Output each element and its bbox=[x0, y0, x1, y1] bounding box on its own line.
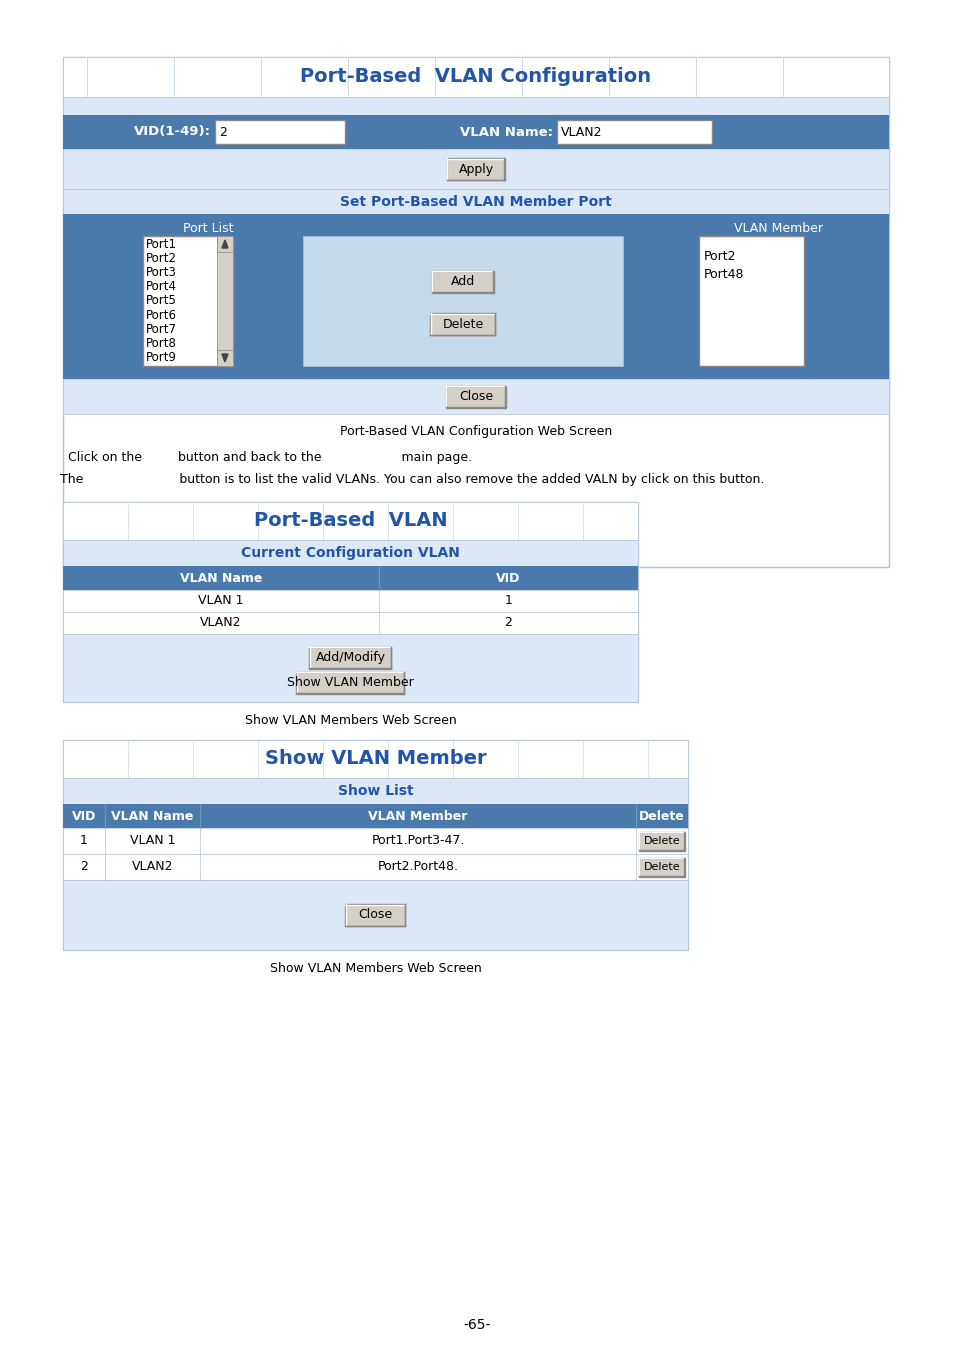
Bar bbox=[63, 612, 638, 634]
Text: Port6: Port6 bbox=[146, 309, 177, 321]
Bar bbox=[63, 740, 687, 950]
Bar bbox=[216, 236, 233, 252]
Bar bbox=[200, 805, 636, 828]
Text: Apply: Apply bbox=[458, 162, 493, 176]
Text: VLAN 1: VLAN 1 bbox=[198, 594, 244, 608]
Bar bbox=[447, 158, 504, 180]
Text: Port1.Port3-47.: Port1.Port3-47. bbox=[371, 834, 464, 848]
Text: Port-Based  VLAN Configuration: Port-Based VLAN Configuration bbox=[300, 68, 651, 86]
Text: Add/Modify: Add/Modify bbox=[315, 651, 385, 664]
Text: Delete: Delete bbox=[643, 863, 679, 872]
Text: VLAN 1: VLAN 1 bbox=[130, 834, 175, 848]
Bar bbox=[639, 832, 684, 850]
Bar bbox=[63, 855, 687, 880]
Text: Port3: Port3 bbox=[146, 266, 176, 279]
Text: 2: 2 bbox=[504, 617, 512, 629]
Text: Port2: Port2 bbox=[703, 250, 736, 262]
Text: VLAN2: VLAN2 bbox=[560, 126, 602, 139]
Bar bbox=[63, 778, 687, 805]
Text: VLAN Member: VLAN Member bbox=[734, 221, 822, 235]
Text: Delete: Delete bbox=[639, 810, 684, 822]
Text: Close: Close bbox=[358, 909, 392, 922]
Bar bbox=[296, 672, 404, 694]
Text: 1: 1 bbox=[504, 594, 512, 608]
Bar bbox=[699, 236, 803, 366]
Bar bbox=[63, 215, 888, 379]
Text: Delete: Delete bbox=[442, 317, 483, 331]
Bar bbox=[63, 634, 638, 702]
Text: Port5: Port5 bbox=[146, 294, 176, 308]
Bar bbox=[63, 148, 888, 189]
Text: 2: 2 bbox=[219, 126, 227, 139]
Polygon shape bbox=[222, 354, 228, 362]
Text: Add: Add bbox=[451, 275, 475, 288]
Bar bbox=[303, 236, 622, 366]
Bar bbox=[63, 566, 378, 590]
Bar bbox=[63, 115, 888, 148]
Text: Port2: Port2 bbox=[146, 252, 177, 265]
Bar bbox=[63, 590, 638, 612]
Bar bbox=[63, 502, 638, 702]
Text: Port4: Port4 bbox=[146, 281, 177, 293]
Bar bbox=[63, 57, 888, 567]
Text: VID: VID bbox=[496, 571, 520, 585]
Text: 2: 2 bbox=[80, 860, 88, 873]
Text: 1: 1 bbox=[80, 834, 88, 848]
Bar bbox=[378, 566, 638, 590]
Text: Port9: Port9 bbox=[146, 351, 177, 364]
Text: VLAN Name: VLAN Name bbox=[179, 571, 262, 585]
Bar bbox=[63, 57, 888, 97]
Polygon shape bbox=[222, 240, 228, 248]
Text: Port48: Port48 bbox=[703, 267, 743, 281]
Text: Show List: Show List bbox=[337, 784, 413, 798]
Text: Port1: Port1 bbox=[146, 238, 177, 251]
Text: The                        button is to list the valid VLANs. You can also remov: The button is to list the valid VLANs. Y… bbox=[60, 474, 763, 486]
Text: VID: VID bbox=[71, 810, 96, 822]
Bar bbox=[63, 805, 105, 828]
Text: Port List: Port List bbox=[183, 221, 233, 235]
Text: Port8: Port8 bbox=[146, 338, 176, 350]
Bar bbox=[63, 540, 638, 566]
Text: Port-Based VLAN Configuration Web Screen: Port-Based VLAN Configuration Web Screen bbox=[339, 425, 612, 439]
Bar bbox=[636, 805, 687, 828]
Text: VLAN2: VLAN2 bbox=[132, 860, 173, 873]
Bar bbox=[214, 120, 345, 144]
Text: VID(1-49):: VID(1-49): bbox=[133, 126, 211, 139]
Text: Port2.Port48.: Port2.Port48. bbox=[377, 860, 458, 873]
Bar bbox=[557, 120, 711, 144]
Text: Current Configuration VLAN: Current Configuration VLAN bbox=[241, 545, 459, 560]
Bar bbox=[63, 189, 888, 215]
Text: Show VLAN Member: Show VLAN Member bbox=[264, 749, 486, 768]
Bar bbox=[345, 904, 405, 926]
Text: Show VLAN Members Web Screen: Show VLAN Members Web Screen bbox=[270, 961, 481, 975]
Bar bbox=[63, 740, 687, 778]
Text: VLAN2: VLAN2 bbox=[200, 617, 241, 629]
Text: VLAN Name:: VLAN Name: bbox=[459, 126, 553, 139]
Bar bbox=[639, 857, 684, 876]
Text: VLAN Member: VLAN Member bbox=[368, 810, 467, 822]
Text: -65-: -65- bbox=[463, 1318, 490, 1332]
Text: Click on the         button and back to the                    main page.: Click on the button and back to the main… bbox=[68, 451, 472, 464]
Text: Port7: Port7 bbox=[146, 323, 177, 336]
Bar bbox=[105, 805, 200, 828]
Text: Delete: Delete bbox=[643, 836, 679, 846]
Text: VLAN Name: VLAN Name bbox=[112, 810, 193, 822]
Text: Set Port-Based VLAN Member Port: Set Port-Based VLAN Member Port bbox=[340, 194, 611, 208]
Bar bbox=[143, 236, 233, 366]
Text: Port-Based  VLAN: Port-Based VLAN bbox=[253, 512, 447, 531]
Bar bbox=[63, 97, 888, 115]
Bar bbox=[216, 236, 233, 366]
Text: Show VLAN Member: Show VLAN Member bbox=[287, 676, 414, 690]
Bar bbox=[63, 379, 888, 414]
Bar bbox=[216, 350, 233, 366]
Bar bbox=[63, 828, 687, 855]
Bar bbox=[309, 647, 391, 668]
Bar bbox=[63, 880, 687, 950]
Bar bbox=[63, 502, 638, 540]
Bar bbox=[432, 270, 494, 293]
Bar bbox=[430, 313, 495, 335]
Text: Close: Close bbox=[458, 390, 493, 404]
Text: Show VLAN Members Web Screen: Show VLAN Members Web Screen bbox=[244, 714, 456, 726]
Bar bbox=[446, 386, 505, 408]
